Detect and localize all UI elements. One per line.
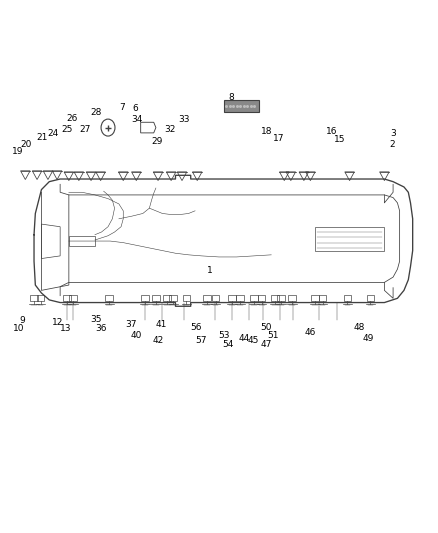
Text: 13: 13 — [60, 324, 71, 333]
Text: 37: 37 — [125, 320, 137, 329]
Text: 36: 36 — [95, 324, 106, 333]
Text: 45: 45 — [247, 336, 258, 345]
Text: 32: 32 — [165, 125, 176, 134]
Text: 2: 2 — [389, 140, 395, 149]
Text: 46: 46 — [305, 328, 316, 337]
Text: 26: 26 — [66, 114, 78, 123]
FancyBboxPatch shape — [224, 100, 259, 112]
Text: 10: 10 — [13, 324, 25, 333]
Text: 47: 47 — [260, 341, 272, 350]
Text: 56: 56 — [191, 323, 202, 332]
Text: 21: 21 — [36, 133, 48, 142]
Text: 17: 17 — [273, 134, 285, 143]
Text: 18: 18 — [261, 127, 272, 136]
Text: 40: 40 — [131, 331, 142, 340]
Text: 15: 15 — [334, 135, 346, 144]
Text: 27: 27 — [79, 125, 91, 134]
Text: 51: 51 — [268, 331, 279, 340]
Text: 9: 9 — [19, 316, 25, 325]
Text: 54: 54 — [222, 341, 233, 350]
Text: 25: 25 — [61, 125, 72, 134]
Text: 12: 12 — [52, 318, 64, 327]
Text: 16: 16 — [326, 127, 338, 136]
Text: 33: 33 — [178, 115, 190, 124]
Text: 6: 6 — [133, 104, 138, 113]
Text: 50: 50 — [260, 323, 272, 332]
Text: 29: 29 — [152, 138, 163, 147]
Text: 1: 1 — [207, 266, 212, 275]
Text: 44: 44 — [239, 334, 250, 343]
Text: 57: 57 — [195, 336, 206, 345]
Text: 3: 3 — [390, 130, 396, 139]
Text: 28: 28 — [91, 108, 102, 117]
Text: 41: 41 — [156, 320, 167, 329]
Text: 20: 20 — [21, 140, 32, 149]
Text: 53: 53 — [219, 331, 230, 340]
Text: 48: 48 — [353, 323, 365, 332]
Text: 24: 24 — [47, 130, 58, 139]
Text: 7: 7 — [120, 103, 125, 112]
Text: 34: 34 — [131, 115, 143, 124]
Text: 19: 19 — [12, 147, 24, 156]
Text: 42: 42 — [152, 336, 164, 345]
Text: 49: 49 — [362, 334, 374, 343]
Text: 8: 8 — [228, 93, 234, 102]
Text: 35: 35 — [91, 315, 102, 324]
